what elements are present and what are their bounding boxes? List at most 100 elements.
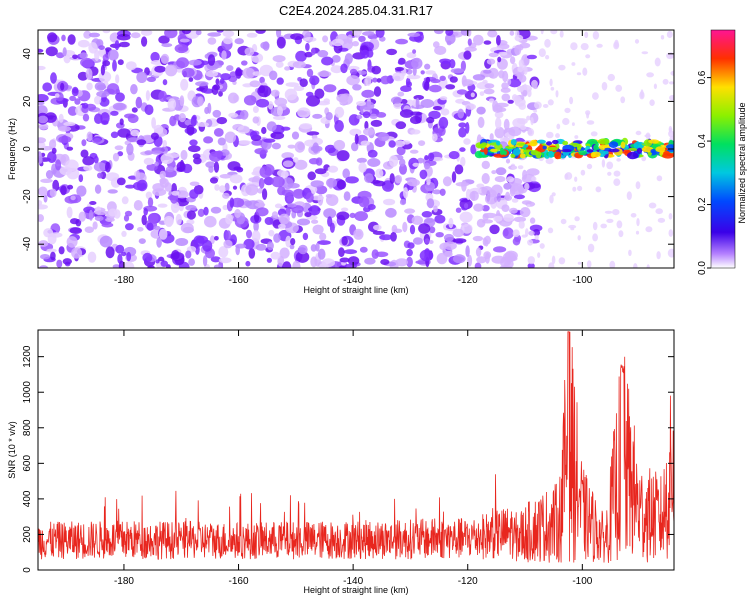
heatmap-cell [146, 76, 156, 82]
heatmap-cell [606, 161, 614, 170]
heatmap-cell [590, 152, 596, 158]
heatmap-cell [88, 32, 101, 38]
heatmap-cell [386, 48, 398, 56]
heatmap-cell [361, 89, 375, 98]
heatmap-cell [196, 122, 209, 127]
heatmap-cell [315, 242, 320, 252]
heatmap-cell [376, 112, 387, 118]
heatmap-cell [150, 132, 159, 140]
heatmap-cell [526, 54, 538, 60]
heatmap-cell [112, 59, 117, 72]
heatmap-cell [564, 173, 569, 180]
heatmap-cell [317, 248, 326, 260]
heatmap-cell [158, 90, 168, 102]
heatmap-cell [406, 74, 421, 80]
heatmap-cell [292, 260, 301, 268]
heatmap-cell [319, 232, 327, 241]
heatmap-cell [445, 30, 454, 36]
heatmap-cell [397, 60, 404, 65]
heatmap-cell [136, 139, 147, 146]
heatmap-cell [321, 258, 335, 268]
heatmap-cell [551, 192, 556, 197]
heatmap-cell [407, 242, 415, 249]
heatmap-cell [207, 32, 222, 37]
heatmap-cell [399, 158, 406, 167]
heatmap-cell [71, 86, 79, 97]
heatmap-cell [662, 78, 669, 85]
heatmap-cell [454, 164, 464, 175]
heatmap-cell [650, 149, 656, 154]
heatmap-cell [160, 153, 174, 164]
heatmap-cell [434, 30, 444, 35]
heatmap-cell [430, 78, 441, 84]
heatmap-cell [464, 203, 469, 209]
heatmap-cell [246, 32, 258, 38]
heatmap-cell [86, 82, 93, 91]
heatmap-cell [46, 248, 57, 253]
heatmap-cell [538, 48, 546, 58]
heatmap-cell [458, 127, 467, 138]
heatmap-cell [544, 38, 551, 48]
heatmap-cell [633, 263, 638, 268]
heatmap-cell [322, 35, 329, 43]
heatmap-cell [213, 264, 222, 268]
colorbar-label: Normalized spectral amplitude [737, 102, 747, 223]
heatmap-cell [180, 78, 189, 91]
heatmap-cell [291, 131, 300, 140]
heatmap-cell [496, 35, 501, 46]
heatmap-cell [312, 113, 323, 119]
heatmap-cell [354, 211, 368, 222]
heatmap-cell [644, 134, 651, 138]
heatmap-cell [399, 199, 407, 206]
heatmap-cell [69, 95, 76, 102]
heatmap-cell [480, 149, 486, 153]
heatmap-cell [547, 227, 554, 234]
heatmap-cell [423, 81, 430, 91]
colorbar-ticks: 0.0 0.2 0.4 0.6 [697, 70, 711, 275]
heatmap-cell [94, 184, 102, 194]
heatmap-cell [189, 189, 199, 199]
heatmap-cell [181, 30, 192, 35]
heatmap-cell [586, 149, 594, 153]
heatmap-cell [310, 195, 325, 201]
heatmap-cell [54, 93, 60, 98]
heatmap-cell [364, 173, 374, 184]
heatmap-cell [290, 33, 304, 40]
heatmap-cell [295, 251, 310, 263]
heatmap-cell [508, 126, 522, 137]
x-tick-label: -160 [229, 576, 249, 587]
heatmap-cell [146, 222, 154, 231]
heatmap-cell [342, 168, 351, 179]
heatmap-cell [220, 73, 232, 81]
heatmap-cell [133, 200, 143, 211]
heatmap-cell [360, 49, 370, 59]
heatmap-cell [223, 36, 233, 45]
heatmap-cell [266, 121, 277, 132]
heatmap-cell [203, 206, 209, 216]
heatmap-cell [503, 228, 509, 237]
snr-x-label: Height of straight line (km) [303, 585, 408, 595]
heatmap-cell [409, 149, 419, 154]
heatmap-cell [465, 245, 470, 258]
heatmap-cell [209, 177, 219, 184]
heatmap-cell [495, 117, 502, 129]
heatmap-cell [592, 221, 598, 231]
heatmap-cell [392, 72, 405, 82]
heatmap-cell [452, 254, 466, 264]
heatmap-cell [98, 45, 105, 50]
heatmap-cell [130, 129, 140, 137]
heatmap-cell [483, 147, 488, 155]
heatmap-cell [225, 213, 234, 225]
heatmap-cell [512, 148, 521, 156]
heatmap-cell [136, 179, 148, 192]
heatmap-cell [556, 123, 561, 130]
heatmap-cell [501, 204, 510, 212]
heatmap-cell [604, 210, 613, 214]
heatmap-cell [334, 106, 345, 118]
heatmap-cell [439, 58, 451, 64]
heatmap-cell [38, 48, 44, 53]
heatmap-cell [298, 244, 308, 255]
heatmap-cell [360, 140, 370, 146]
heatmap-cell [312, 224, 324, 235]
heatmap-cell [547, 146, 559, 151]
